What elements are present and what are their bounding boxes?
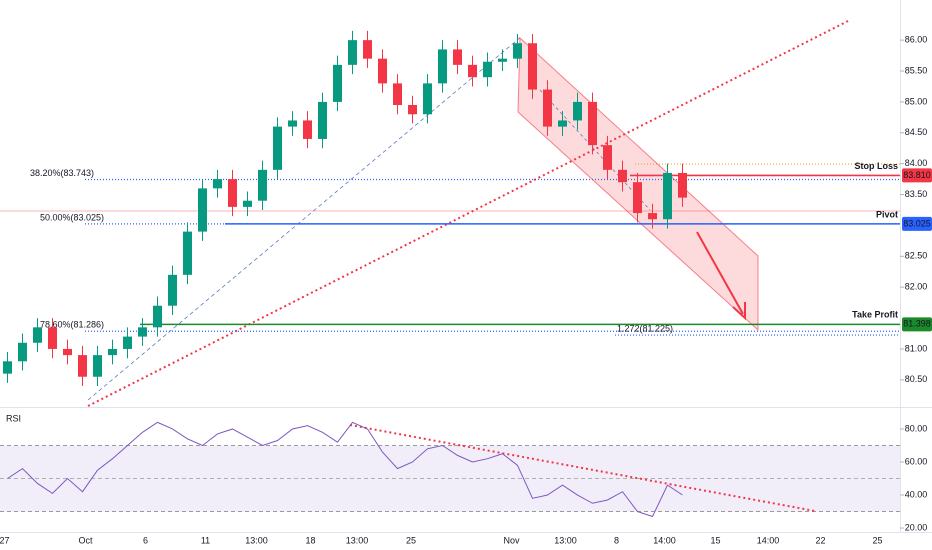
candle-body	[468, 64, 477, 78]
y-tick-label: 85.00	[905, 96, 928, 106]
level-label: 78.60%(81.286)	[40, 320, 104, 330]
trend-line	[87, 19, 851, 407]
x-tick-label: 15	[710, 535, 720, 545]
candle-body	[48, 327, 57, 349]
rsi-line	[7, 421, 683, 518]
candle-body	[198, 188, 207, 232]
level-label: Stop Loss	[854, 161, 898, 171]
candle-body	[213, 179, 222, 189]
x-tick-label: 8	[614, 535, 619, 545]
candle-body	[573, 101, 582, 121]
y-tick-label: 82.00	[905, 282, 928, 292]
x-tick-label: 13:00	[554, 535, 577, 545]
candle-body	[528, 43, 537, 90]
y-tick-label: 84.00	[905, 158, 928, 168]
candle-body	[3, 361, 12, 374]
candle-body	[243, 200, 252, 207]
candle-body	[603, 145, 612, 170]
candle-body	[348, 40, 357, 65]
price-label: 81.398	[903, 319, 931, 329]
candle-body	[78, 355, 87, 377]
x-tick-label: 13:00	[245, 535, 268, 545]
candle-body	[648, 213, 657, 220]
candle-body	[93, 355, 102, 377]
candle-body	[498, 58, 507, 62]
price-label-box	[902, 317, 932, 332]
y-tick-label: 83.50	[905, 189, 928, 199]
level-label: Take Profit	[852, 310, 898, 320]
candle-body	[438, 49, 447, 84]
level-label: Pivot	[876, 209, 898, 219]
candle-body	[378, 58, 387, 84]
candle-body	[453, 49, 462, 65]
y-tick-label: 40.00	[905, 489, 928, 499]
candle-body	[558, 120, 567, 127]
y-tick-label: 20.00	[905, 522, 928, 532]
x-tick-label: Oct	[78, 535, 93, 545]
level-label: 1.272(81.225)	[617, 323, 673, 333]
candle-body	[663, 172, 672, 220]
candle-body	[333, 64, 342, 102]
candle-body	[363, 40, 372, 59]
candle-body	[33, 327, 42, 343]
y-tick-label: 85.50	[905, 65, 928, 75]
candle-body	[513, 43, 522, 59]
price-label-box	[902, 216, 932, 231]
candle-body	[183, 231, 192, 275]
candle-body	[588, 101, 597, 146]
x-tick-label: 6	[143, 535, 148, 545]
price-label: 83.810	[903, 170, 931, 180]
candle-body	[18, 342, 27, 362]
level-label: 50.00%(83.025)	[40, 212, 104, 222]
x-tick-label: 25	[872, 535, 882, 545]
candle-body	[483, 61, 492, 78]
x-tick-label: 14:00	[653, 535, 676, 545]
x-tick-label: Nov	[503, 535, 520, 545]
price-label-box	[902, 168, 932, 183]
swing-line	[87, 35, 523, 401]
candle-body	[123, 336, 132, 349]
y-tick-label: 86.00	[905, 35, 928, 45]
candle-body	[138, 327, 147, 337]
candle-body	[153, 305, 162, 328]
x-tick-label: 27	[0, 535, 10, 545]
candle-body	[63, 348, 72, 356]
x-tick-label: 14:00	[757, 535, 780, 545]
y-tick-label: 82.50	[905, 251, 928, 261]
x-tick-label: 25	[406, 535, 416, 545]
candle-body	[423, 83, 432, 115]
candle-body	[678, 172, 687, 198]
candle-body	[633, 182, 642, 214]
candle-body	[288, 120, 297, 127]
candle-body	[618, 169, 627, 183]
y-tick-label: 84.50	[905, 127, 928, 137]
price-label: 83.025	[903, 218, 931, 228]
candle-body	[303, 120, 312, 139]
candle-body	[543, 89, 552, 127]
y-tick-label: 80.50	[905, 374, 928, 384]
y-tick-label: 81.00	[905, 343, 928, 353]
rsi-trend-line	[349, 424, 816, 512]
candle-body	[318, 101, 327, 139]
y-tick-label: 80.00	[905, 423, 928, 433]
x-tick-label: 22	[815, 535, 825, 545]
candle-body	[228, 179, 237, 207]
y-tick-label: 60.00	[905, 456, 928, 466]
level-label: 38.20%(83.743)	[30, 168, 94, 178]
indicator-name: RSI	[6, 413, 21, 423]
candle-body	[108, 348, 117, 356]
candle-body	[393, 83, 402, 105]
candle-body	[273, 126, 282, 170]
candle-body	[408, 104, 417, 115]
x-tick-label: 11	[201, 535, 210, 545]
arrow-head	[732, 302, 746, 321]
x-tick-label: 13:00	[346, 535, 369, 545]
candle-body	[258, 169, 267, 201]
arrow-shaft	[696, 231, 744, 315]
x-tick-label: 18	[305, 535, 315, 545]
candle-body	[168, 274, 177, 306]
